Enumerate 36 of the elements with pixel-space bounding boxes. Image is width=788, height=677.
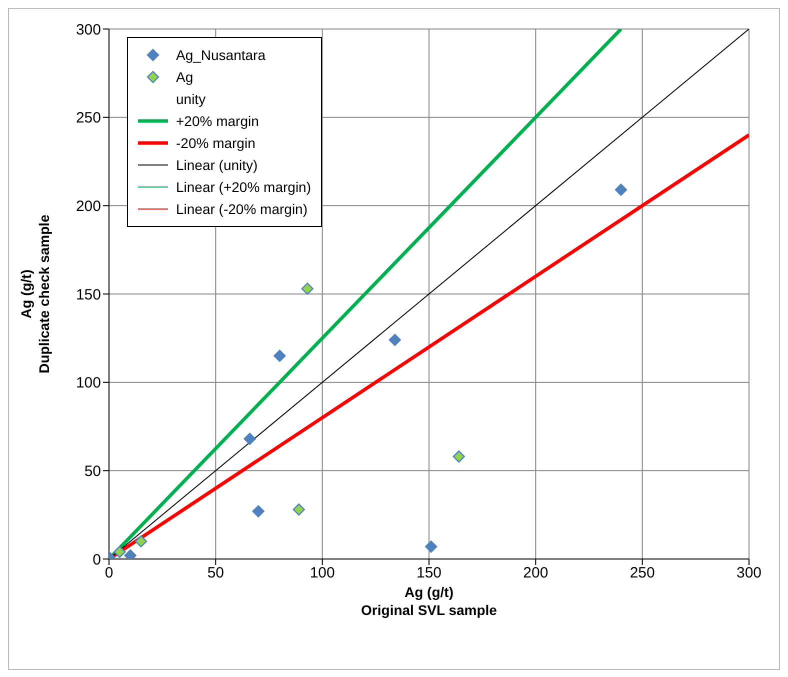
y-tick-label: 150 <box>76 286 101 304</box>
legend-label: Linear (-20% margin) <box>176 201 308 217</box>
legend-label: Linear (+20% margin) <box>176 179 312 195</box>
legend-label: +20% margin <box>176 113 259 129</box>
point <box>301 282 314 295</box>
x-tick-label: 200 <box>523 564 548 582</box>
x-tick-label: 150 <box>416 564 442 582</box>
y-tick-label: 200 <box>76 198 101 215</box>
point <box>114 546 126 558</box>
point <box>124 549 136 559</box>
point <box>274 350 286 362</box>
legend-label: -20% margin <box>176 135 256 151</box>
legend-label: Linear (unity) <box>176 157 258 173</box>
x-tick-label: 0 <box>104 564 114 582</box>
x-tick-label: 250 <box>630 564 655 582</box>
legend-label: Ag <box>176 69 194 85</box>
legend-label: Ag_Nusantara <box>176 47 266 63</box>
y-tick-label: 100 <box>76 374 101 392</box>
y-tick-label: 50 <box>84 462 101 480</box>
point <box>614 184 628 196</box>
y-tick-label: 0 <box>92 551 101 568</box>
y-axis-title: Ag (g/t) Duplicate check sample <box>18 214 52 374</box>
y-tick-label: 250 <box>76 110 101 127</box>
y-tick-label: 300 <box>76 21 101 38</box>
point <box>388 334 401 346</box>
text: unity <box>176 91 206 107</box>
point <box>292 503 305 516</box>
point <box>452 450 465 463</box>
x-tick-label: 300 <box>736 564 762 582</box>
point <box>244 432 256 445</box>
x-tick-label: 100 <box>310 564 335 582</box>
point <box>134 535 148 548</box>
point <box>425 540 438 553</box>
x-axis-title: Ag (g/t) Original SVL sample <box>361 584 498 618</box>
point <box>252 505 264 518</box>
x-tick-label: 50 <box>207 564 224 582</box>
